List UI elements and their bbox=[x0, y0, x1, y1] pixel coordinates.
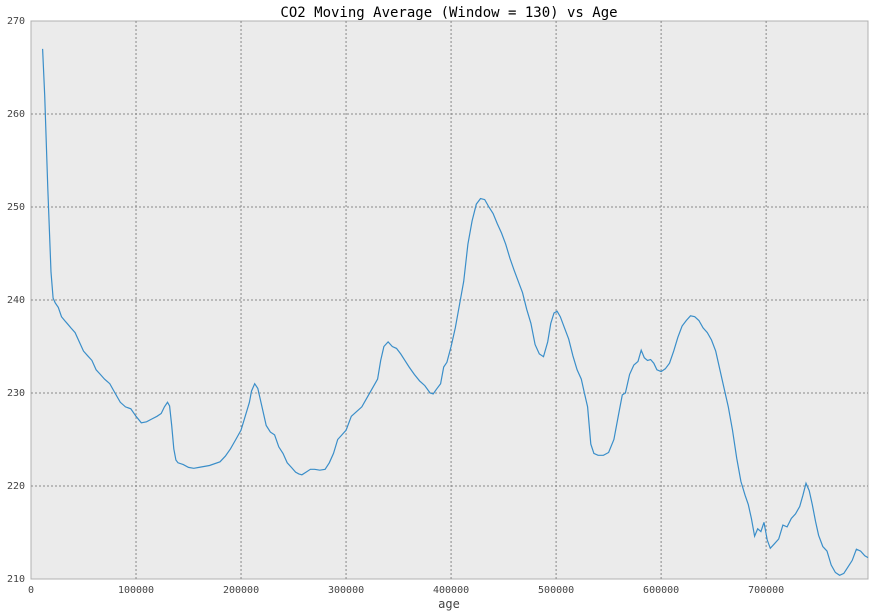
grid bbox=[31, 21, 868, 579]
y-axis-ticks: 210 220 230 240 250 260 270 bbox=[7, 16, 25, 585]
x-axis-ticks: 0 100000 200000 300000 400000 500000 600000 700… bbox=[28, 585, 784, 596]
chart-title: CO2 Moving Average (Window = 130) vs Age bbox=[280, 5, 617, 21]
y-tick-label: 260 bbox=[7, 109, 25, 120]
series-group bbox=[42, 48, 869, 576]
x-tick-label: 0 bbox=[28, 585, 34, 596]
x-axis-label: age bbox=[438, 597, 460, 611]
y-tick-label: 210 bbox=[7, 574, 25, 585]
y-tick-label: 230 bbox=[7, 388, 25, 399]
y-tick-label: 250 bbox=[7, 202, 25, 213]
y-tick-label: 220 bbox=[7, 481, 25, 492]
x-tick-label: 200000 bbox=[223, 585, 259, 596]
x-tick-label: 600000 bbox=[643, 585, 679, 596]
y-tick-label: 240 bbox=[7, 295, 25, 306]
x-tick-label: 100000 bbox=[118, 585, 154, 596]
x-tick-label: 700000 bbox=[748, 585, 784, 596]
series-line-co2-moving-average bbox=[42, 48, 869, 576]
x-tick-label: 300000 bbox=[328, 585, 364, 596]
y-tick-label: 270 bbox=[7, 16, 25, 27]
x-tick-label: 500000 bbox=[538, 585, 574, 596]
x-tick-label: 400000 bbox=[433, 585, 469, 596]
